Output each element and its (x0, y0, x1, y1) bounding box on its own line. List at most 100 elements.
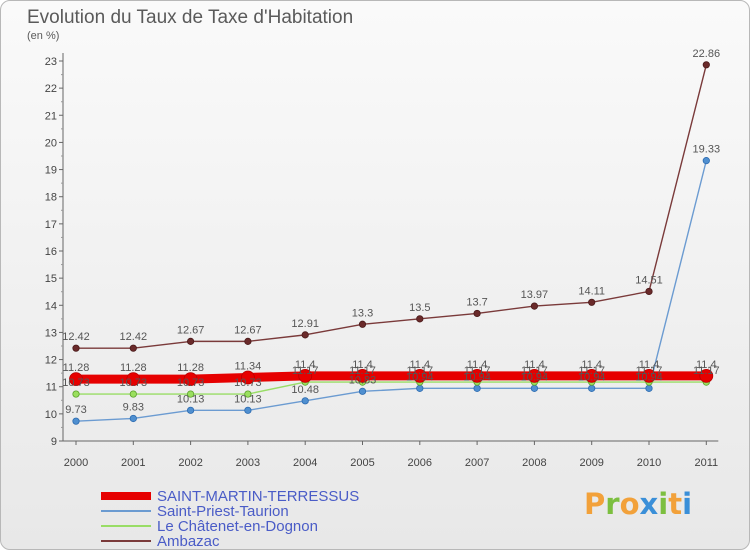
data-point-ambazac (645, 287, 653, 296)
legend-label: Ambazac (157, 532, 220, 550)
data-point-le-chatenet-en-dognon (187, 390, 195, 398)
data-label-saint-martin-terressus: 11.4 (467, 359, 488, 371)
series-data-labels: 9.73 9.83 10.13 10.13 10.48 10.83 10.94 10.94 10… (62, 48, 720, 416)
data-label-ambazac: 12.67 (177, 324, 205, 336)
x-tick-label: 2001 (121, 457, 145, 469)
y-tick-label: 16 (45, 246, 57, 258)
x-tick-label: 2004 (293, 457, 317, 469)
data-point-saint-martin-terressus (584, 368, 599, 383)
data-point-saint-martin-terressus (355, 368, 370, 383)
data-point-ambazac (72, 344, 80, 352)
legend-item-ambazac[interactable]: Ambazac (101, 533, 220, 549)
data-point-ambazac (530, 302, 539, 310)
data-point-saint-priest-taurion (301, 397, 309, 405)
data-point-le-chatenet-en-dognon (244, 390, 252, 398)
x-tick-label: 2011 (694, 457, 718, 469)
y-tick-label: 20 (45, 137, 57, 149)
logo-letter: i (658, 487, 669, 521)
data-point-ambazac (244, 337, 252, 345)
data-label-saint-priest-taurion: 10.48 (291, 384, 319, 396)
y-tick-label: 19 (45, 165, 57, 177)
logo-letter: i (682, 487, 693, 521)
data-label-saint-martin-terressus: 11.4 (352, 359, 373, 371)
data-label-ambazac: 13.5 (409, 302, 430, 314)
data-label-saint-priest-taurion: 10.83 (349, 374, 377, 386)
data-label-ambazac: 13.7 (466, 296, 487, 308)
data-label-le-chatenet-en-dognon: 10.73 (234, 377, 262, 389)
data-label-le-chatenet-en-dognon: 11.17 (406, 365, 433, 377)
chart-title: Evolution du Taux de Taxe d'Habitation (27, 7, 354, 28)
data-point-saint-martin-terressus (298, 368, 313, 383)
data-label-le-chatenet-en-dognon: 11.17 (349, 365, 376, 377)
chart-axes: 9 10 11 12 13 14 15 16 17 18 19 20 21 22 23 2000 2001 200… (45, 53, 719, 469)
y-tick-label: 23 (45, 56, 57, 68)
y-tick-label: 21 (45, 110, 57, 122)
data-label-le-chatenet-en-dognon: 11.17 (693, 365, 720, 377)
data-label-saint-priest-taurion: 10.13 (234, 393, 262, 405)
legend-swatch (101, 492, 151, 500)
data-point-saint-martin-terressus (527, 368, 542, 383)
data-point-ambazac (301, 331, 309, 339)
legend-swatch (101, 540, 151, 542)
data-point-saint-martin-terressus (183, 372, 198, 387)
data-label-le-chatenet-en-dognon: 10.73 (62, 377, 90, 389)
data-point-saint-priest-taurion (244, 406, 252, 414)
y-tick-label: 15 (45, 273, 57, 285)
legend-item-saint-martin-terressus[interactable]: SAINT-MARTIN-TERRESSUS (101, 487, 360, 505)
data-label-le-chatenet-en-dognon: 10.73 (120, 377, 148, 389)
data-label-ambazac: 13.97 (521, 289, 549, 301)
x-tick-label: 2005 (350, 457, 374, 469)
data-label-saint-martin-terressus: 11.4 (295, 359, 316, 371)
data-label-ambazac: 13.3 (352, 307, 373, 319)
y-tick-label: 14 (45, 300, 57, 312)
data-point-saint-priest-taurion (72, 417, 80, 425)
x-tick-label: 2008 (522, 457, 546, 469)
legend-label: SAINT-MARTIN-TERRESSUS (157, 487, 360, 505)
x-tick-label: 2009 (579, 457, 603, 469)
data-label-le-chatenet-en-dognon: 11.17 (636, 365, 663, 377)
legend-item-le-chatenet-en-dognon[interactable]: Le Châtenet-en-Dognon (101, 518, 318, 535)
data-label-saint-priest-taurion: 19.33 (693, 144, 721, 156)
data-point-saint-priest-taurion (416, 384, 424, 392)
data-point-saint-priest-taurion (129, 414, 137, 423)
series-lines (69, 61, 714, 425)
data-label-ambazac: 12.42 (120, 331, 148, 343)
data-point-ambazac (473, 309, 481, 318)
data-point-saint-martin-terressus (470, 368, 485, 383)
data-point-ambazac (187, 337, 195, 345)
logo-letter: r (605, 487, 620, 521)
data-label-le-chatenet-en-dognon: 11.17 (521, 365, 548, 377)
data-label-saint-martin-terressus: 11.4 (410, 359, 431, 371)
data-label-saint-priest-taurion: 10.94 (463, 371, 491, 383)
y-tick-label: 9 (51, 436, 57, 448)
proxiti-logo[interactable]: Proxiti (584, 487, 692, 521)
data-point-ambazac (702, 61, 710, 69)
data-point-saint-martin-terressus (126, 372, 141, 387)
logo-letter: t (668, 487, 683, 521)
data-label-ambazac: 14.51 (635, 274, 663, 286)
x-tick-label: 2002 (178, 457, 202, 469)
data-label-saint-priest-taurion: 10.94 (578, 371, 606, 383)
data-point-saint-priest-taurion (588, 384, 596, 392)
data-point-le-chatenet-en-dognon (72, 390, 80, 398)
data-label-saint-priest-taurion: 9.83 (123, 401, 144, 413)
data-label-saint-martin-terressus: 11.4 (696, 359, 717, 371)
data-point-saint-martin-terressus (412, 368, 427, 383)
data-point-ambazac (588, 298, 596, 306)
series-line-saint-priest-taurion (75, 159, 707, 422)
legend-swatch (101, 525, 151, 527)
data-point-ambazac (129, 344, 137, 352)
x-tick-label: 2000 (64, 457, 88, 469)
y-tick-label: 22 (45, 83, 57, 95)
data-label-saint-priest-taurion: 10.94 (635, 371, 663, 383)
logo-letter: x (639, 487, 659, 521)
data-point-saint-priest-taurion (187, 406, 195, 414)
data-label-le-chatenet-en-dognon: 10.73 (177, 377, 205, 389)
data-label-saint-priest-taurion: 10.13 (177, 393, 205, 405)
y-tick-label: 12 (45, 355, 57, 367)
legend-item-saint-priest-taurion[interactable]: Saint-Priest-Taurion (101, 502, 289, 520)
data-point-saint-martin-terressus (240, 370, 255, 385)
legend-label: Saint-Priest-Taurion (157, 502, 289, 520)
